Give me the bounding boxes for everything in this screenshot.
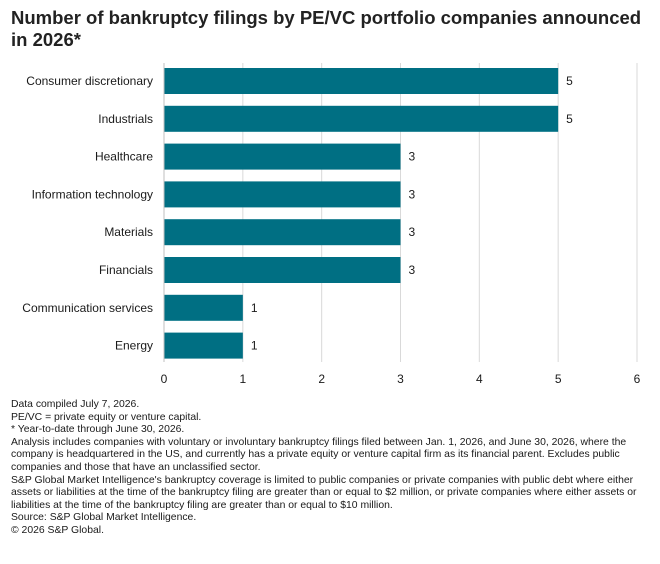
category-label-healthcare: Healthcare bbox=[95, 150, 153, 164]
bar-energy bbox=[164, 332, 243, 359]
bar-industrials bbox=[164, 105, 559, 132]
x-tick-label-0: 0 bbox=[161, 372, 168, 386]
category-label-consumer-discretionary: Consumer discretionary bbox=[26, 74, 153, 88]
note-data-compiled: Data compiled July 7, 2026. bbox=[11, 399, 140, 410]
x-tick-label-5: 5 bbox=[555, 372, 562, 386]
bar-healthcare bbox=[164, 143, 401, 170]
value-label-communication-services: 1 bbox=[251, 301, 258, 315]
note-coverage: S&P Global Market Intelligence's bankrup… bbox=[11, 474, 637, 511]
category-label-energy: Energy bbox=[115, 339, 153, 353]
note-copyright: © 2026 S&P Global. bbox=[11, 524, 104, 536]
value-label-consumer-discretionary: 5 bbox=[566, 74, 573, 88]
category-label-communication-services: Communication services bbox=[22, 301, 153, 315]
value-label-healthcare: 3 bbox=[409, 150, 416, 164]
chart-title: Number of bankruptcy filings by PE/VC po… bbox=[11, 7, 642, 50]
value-label-information-technology: 3 bbox=[409, 187, 416, 201]
bar-consumer-discretionary bbox=[164, 68, 559, 94]
category-label-materials: Materials bbox=[104, 225, 153, 239]
x-tick-label-4: 4 bbox=[476, 372, 483, 386]
x-tick-label-1: 1 bbox=[239, 372, 246, 386]
x-tick-label-6: 6 bbox=[634, 372, 641, 386]
note-source: Source: S&P Global Market Intelligence. bbox=[11, 512, 197, 524]
bar-materials bbox=[164, 219, 401, 246]
category-label-industrials: Industrials bbox=[98, 112, 153, 126]
value-label-financials: 3 bbox=[409, 263, 416, 277]
x-tick-label-3: 3 bbox=[397, 372, 404, 386]
note-pevc-definition: PE/VC = private equity or venture capita… bbox=[11, 411, 202, 423]
x-tick-label-2: 2 bbox=[318, 372, 325, 386]
value-label-energy: 1 bbox=[251, 339, 258, 353]
bar-information-technology bbox=[164, 181, 401, 208]
bar-financials bbox=[164, 257, 401, 283]
note-analysis-scope: Analysis includes companies with volunta… bbox=[11, 436, 627, 473]
bar-chart: 0 1 2 3 4 5 6 Consumer discretionary 5 Industrial… bbox=[22, 63, 641, 386]
value-label-materials: 3 bbox=[409, 225, 416, 239]
chart-notes: Data compiled July 7, 2026. PE/VC = priv… bbox=[11, 399, 651, 538]
value-label-industrials: 5 bbox=[566, 112, 573, 126]
category-label-information-technology: Information technology bbox=[32, 187, 153, 201]
category-label-financials: Financials bbox=[99, 263, 153, 277]
note-year-to-date: * Year-to-date through June 30, 2026. bbox=[11, 424, 185, 436]
bar-communication-services bbox=[164, 294, 243, 321]
